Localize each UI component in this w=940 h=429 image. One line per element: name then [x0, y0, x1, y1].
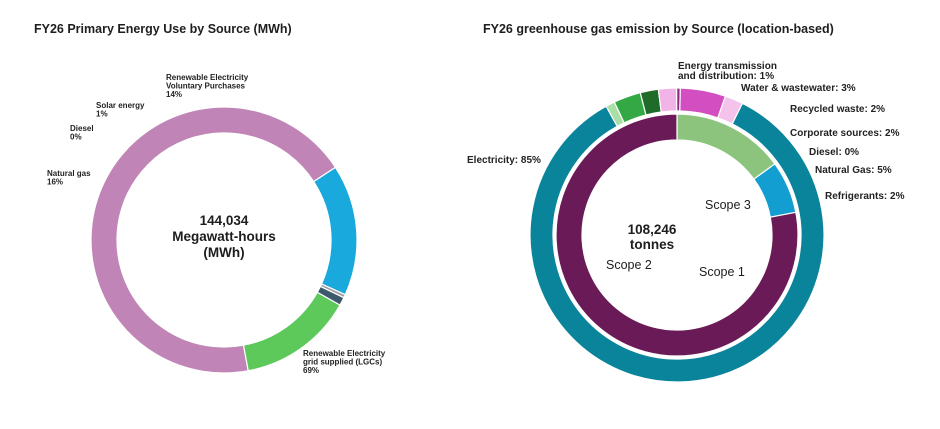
energy-slice-label: Renewable Electricity — [303, 349, 386, 358]
energy-center-text: Megawatt-hours — [172, 229, 276, 244]
scope-label: Scope 2 — [606, 258, 652, 272]
energy-slice-label: 16% — [47, 178, 63, 187]
energy-slice-label: 69% — [303, 366, 319, 375]
emissions-outer-slice-4 — [657, 87, 678, 113]
energy-slice-1 — [312, 166, 358, 296]
energy-slice-label: 1% — [96, 110, 108, 119]
emissions-slice-label: Corporate sources: 2% — [790, 128, 900, 139]
energy-slice-label: Natural gas — [47, 169, 91, 178]
emissions-center-text: tonnes — [630, 237, 674, 252]
energy-slice-label: grid supplied (LGCs) — [303, 358, 382, 367]
energy-slice-label: Diesel — [70, 124, 94, 133]
energy-center-text: 144,034 — [200, 213, 249, 228]
scope-label: Scope 1 — [699, 265, 745, 279]
emissions-slice-label: Energy transmission — [678, 61, 777, 72]
scope-label: Scope 3 — [705, 198, 751, 212]
emissions-inner-slice-2 — [555, 113, 799, 357]
energy-slice-label: Voluntary Purchases — [166, 82, 246, 91]
emissions-slice-label: and distribution: 1% — [678, 71, 774, 82]
emissions-outer-slice-0 — [529, 102, 825, 383]
emissions-outer-slice-7 — [717, 95, 744, 125]
emissions-center-text: 108,246 — [628, 222, 677, 237]
chart-title-energy: FY26 Primary Energy Use by Source (MWh) — [34, 22, 292, 36]
energy-slice-4 — [242, 291, 341, 372]
energy-slice-0 — [90, 106, 337, 374]
energy-slice-label: 14% — [166, 90, 182, 99]
emissions-slice-label: Electricity: 85% — [467, 155, 541, 166]
emissions-slice-label: Natural Gas: 5% — [815, 165, 892, 176]
emissions-slice-label: Water & wastewater: 3% — [741, 83, 856, 94]
energy-slice-label: Renewable Electricity — [166, 73, 249, 82]
energy-center-text: (MWh) — [203, 245, 244, 260]
emissions-slice-label: Refrigerants: 2% — [825, 191, 905, 202]
energy-slice-label: Solar energy — [96, 101, 145, 110]
emissions-slice-label: Recycled waste: 2% — [790, 104, 885, 115]
emissions-outer-slice-6 — [679, 87, 727, 119]
emissions-slice-label: Diesel: 0% — [809, 147, 859, 158]
chart-title-emissions: FY26 greenhouse gas emission by Source (… — [483, 22, 834, 36]
energy-slice-label: 0% — [70, 133, 82, 142]
